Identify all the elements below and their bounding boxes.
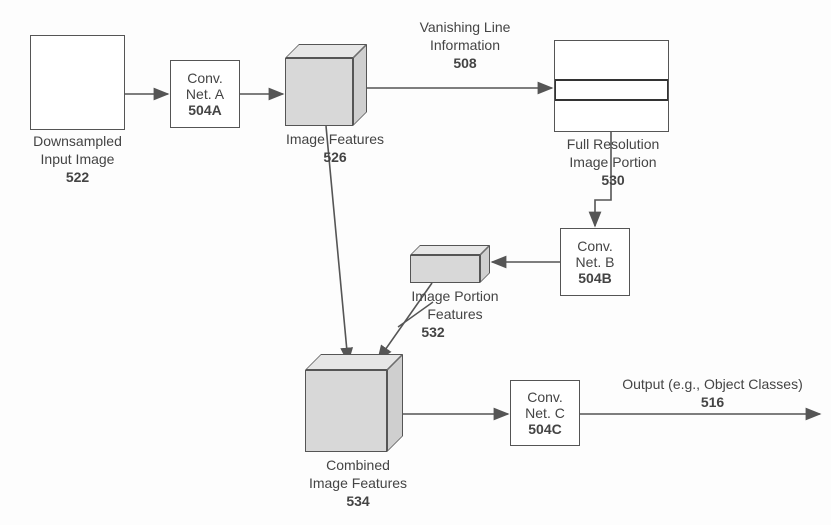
label-portion-features-text: Image Portion Features [411,288,498,322]
label-output-text: Output (e.g., Object Classes) [622,376,803,392]
node-conv-a: Conv. Net. A 504A [170,60,240,128]
label-combined-features: Combined Image Features 534 [288,456,428,511]
ref-526: 526 [323,149,346,165]
conv-c-line1: Conv. [527,389,563,405]
label-full-resolution-text: Full Resolution Image Portion [567,136,660,170]
ref-508: 508 [453,55,476,71]
conv-b-line1: Conv. [577,238,613,254]
node-conv-b: Conv. Net. B 504B [560,228,630,296]
label-output: Output (e.g., Object Classes) 516 [600,375,825,411]
ref-504b: 504B [578,270,611,286]
label-combined-text: Combined Image Features [309,457,407,491]
ref-534: 534 [346,493,369,509]
ref-532: 532 [421,324,444,340]
node-input-image [30,35,125,130]
node-image-features [285,58,367,140]
highlight-band [554,79,669,101]
conv-a-line1: Conv. [187,70,223,86]
label-image-features-text: Image Features [286,131,384,147]
label-image-features: Image Features 526 [260,130,410,166]
conv-c-line2: Net. C [525,405,565,421]
ref-504c: 504C [528,421,561,437]
ref-530: 530 [601,172,624,188]
label-vanishing-line: Vanishing Line Information 508 [395,18,535,73]
node-full-resolution [554,40,669,132]
ref-504a: 504A [188,102,221,118]
ref-516: 516 [701,394,724,410]
ref-522: 522 [66,169,89,185]
label-full-resolution: Full Resolution Image Portion 530 [548,135,678,190]
label-input-image-text: Downsampled Input Image [33,133,122,167]
conv-b-line2: Net. B [576,254,615,270]
label-portion-features: Image Portion Features 532 [390,287,520,342]
node-combined-features [305,370,403,468]
label-input-image: Downsampled Input Image 522 [15,132,140,187]
conv-a-line2: Net. A [186,86,224,102]
label-vanishing-text: Vanishing Line Information [420,19,511,53]
node-conv-c: Conv. Net. C 504C [510,380,580,446]
